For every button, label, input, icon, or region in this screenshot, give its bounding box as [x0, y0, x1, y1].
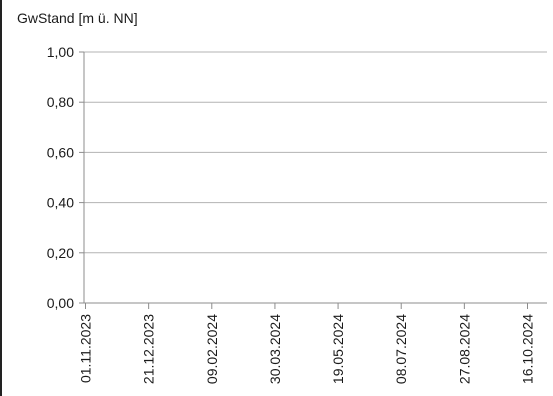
y-axis-title: GwStand [m ü. NN] [17, 10, 138, 26]
y-tick-label-5: 1,00 [47, 44, 74, 60]
x-tick-label-2: 09.02.2024 [204, 314, 220, 384]
y-tick-label-2: 0,40 [47, 195, 74, 211]
x-tick-label-7: 16.10.2024 [520, 314, 536, 384]
y-tick-label-1: 0,20 [47, 245, 74, 261]
y-tick-label-4: 0,80 [47, 94, 74, 110]
y-tick-label-3: 0,60 [47, 144, 74, 160]
x-tick-label-6: 27.08.2024 [456, 314, 472, 384]
y-tick-label-0: 0,00 [47, 295, 74, 311]
x-tick-label-3: 30.03.2024 [267, 314, 283, 384]
x-tick-label-4: 19.05.2024 [330, 314, 346, 384]
x-tick-label-5: 08.07.2024 [393, 314, 409, 384]
x-tick-label-1: 21.12.2023 [141, 314, 157, 384]
x-tick-label-0: 01.11.2023 [78, 314, 94, 383]
